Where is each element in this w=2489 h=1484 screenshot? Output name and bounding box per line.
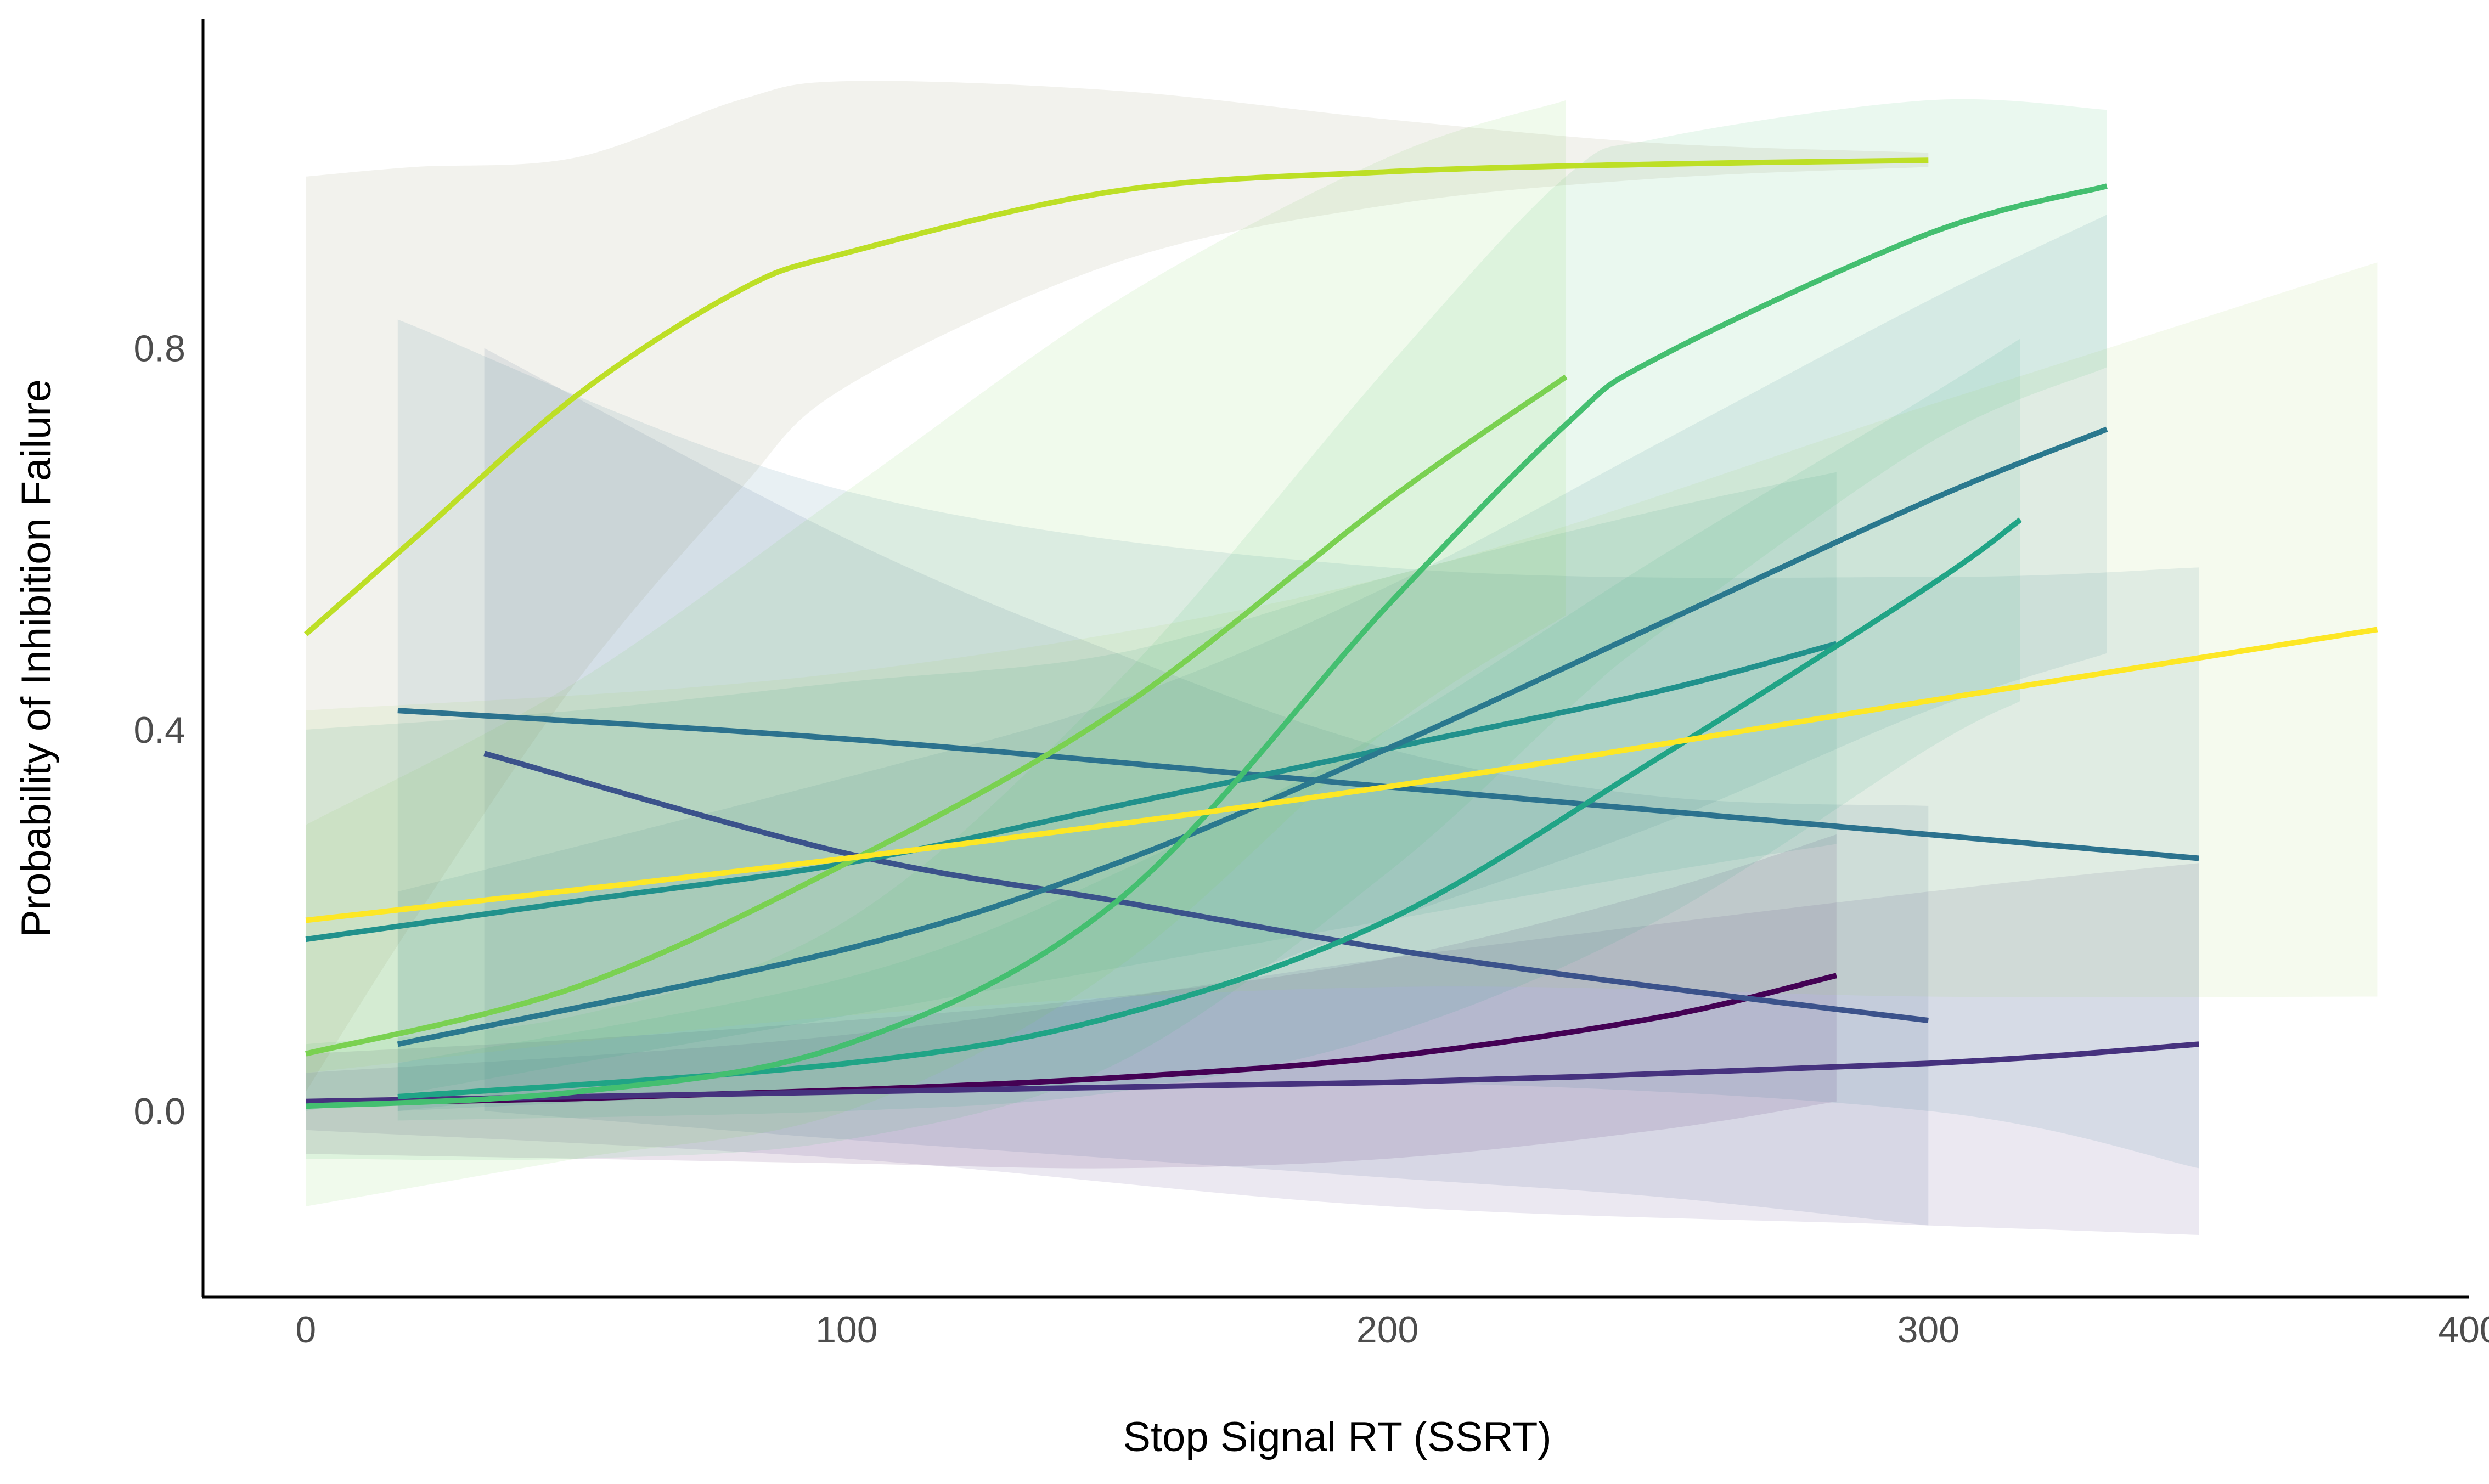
confidence-ribbon-9 (306, 100, 1566, 1206)
y-tick-label: 0.4 (133, 709, 185, 751)
series-line-6 (397, 426, 2108, 1047)
confidence-ribbon-7 (397, 338, 2020, 1121)
line-layer (303, 157, 2378, 1109)
series-line-4 (397, 708, 2199, 861)
confidence-ribbon-4 (397, 319, 2199, 1169)
y-axis-title: Probability of Inhibition Failure (13, 379, 60, 938)
x-tick-label: 0 (295, 1309, 316, 1351)
y-tick-labels: 0.0 0.4 0.8 (133, 328, 185, 1132)
confidence-ribbon-5 (306, 472, 1837, 1111)
series-line-5 (305, 641, 1838, 943)
series-line-8 (306, 183, 2108, 1109)
series-line-7 (397, 517, 2022, 1099)
series-line-11 (305, 627, 2378, 923)
x-tick-label: 100 (815, 1309, 877, 1351)
series-line-3 (483, 751, 1929, 1023)
x-tick-label: 200 (1356, 1309, 1418, 1351)
confidence-ribbon-10 (306, 81, 1929, 1092)
series-line-10 (303, 157, 1929, 636)
x-tick-label: 300 (1897, 1309, 1959, 1351)
confidence-ribbon-8 (306, 99, 2107, 1160)
series-line-2 (306, 1041, 2199, 1104)
y-tick-label: 0.0 (133, 1091, 185, 1132)
confidence-ribbon-6 (397, 215, 2107, 1111)
x-tick-labels: 0 100 200 300 400 (295, 1309, 2489, 1351)
confidence-ribbon-1 (306, 834, 1837, 1169)
x-tick-label: 400 (2438, 1309, 2489, 1351)
x-axis-title: Stop Signal RT (SSRT) (1123, 1414, 1551, 1460)
y-tick-label: 0.8 (133, 328, 185, 370)
confidence-ribbon-11 (306, 262, 2378, 1073)
series-line-9 (305, 374, 1568, 1057)
confidence-ribbon-2 (306, 863, 2199, 1235)
